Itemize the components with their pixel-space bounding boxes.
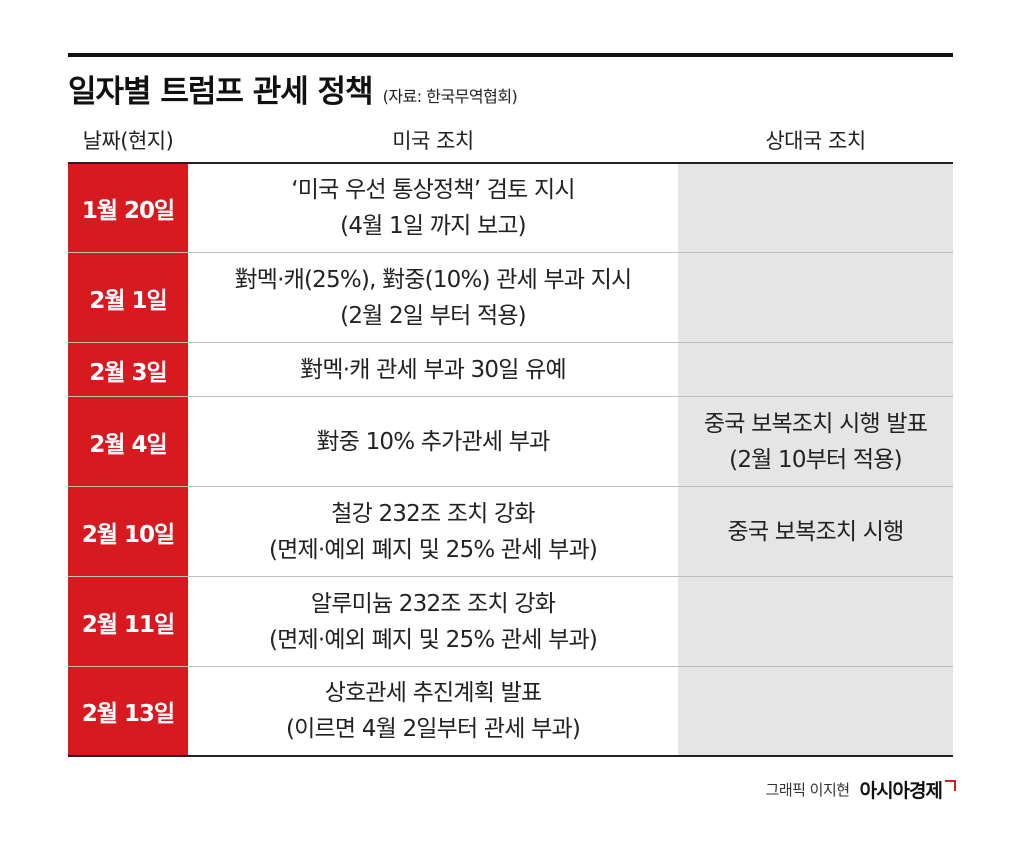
- counterpart-measure-cell: 중국 보복조치 시행 발표 (2월 10부터 적용): [678, 397, 953, 486]
- counterpart-measure-cell: [678, 164, 953, 252]
- date-cell: 1월 20일: [68, 164, 188, 252]
- column-header-counterpart: 상대국 조치: [765, 129, 866, 153]
- date-cell: 2월 13일: [68, 667, 188, 755]
- counterpart-measure-cell: 중국 보복조치 시행: [678, 487, 953, 576]
- us-measure-line: 철강 232조 조치 강화: [331, 500, 535, 527]
- date-cell: 2월 3일: [68, 343, 188, 396]
- graphic-credit: 그래픽 이지현: [765, 781, 851, 799]
- date-cell: 2월 11일: [68, 577, 188, 666]
- table-row: 1월 20일 ‘미국 우선 통상정책’ 검토 지시 (4월 1일 까지 보고): [68, 164, 953, 253]
- table-row: 2월 13일 상호관세 추진계획 발표 (이르면 4월 2일부터 관세 부과): [68, 667, 953, 757]
- us-measure-cell: 對멕·캐 관세 부과 30일 유예: [188, 343, 678, 396]
- us-measure-line: 알루미늄 232조 조치 강화: [310, 590, 556, 617]
- table-row: 2월 11일 알루미늄 232조 조치 강화 (면제·예외 폐지 및 25% 관…: [68, 577, 953, 667]
- us-measure-cell: ‘미국 우선 통상정책’ 검토 지시 (4월 1일 까지 보고): [188, 164, 678, 252]
- us-measure-cell: 對멕·캐(25%), 對중(10%) 관세 부과 지시 (2월 2일 부터 적용…: [188, 253, 678, 342]
- us-measure-cell: 철강 232조 조치 강화 (면제·예외 폐지 및 25% 관세 부과): [188, 487, 678, 576]
- us-measure-line: (이르면 4월 2일부터 관세 부과): [285, 716, 581, 742]
- us-measure-line: 對중 10% 추가관세 부과: [316, 428, 551, 455]
- us-measure-line: ‘미국 우선 통상정책’ 검토 지시: [291, 177, 575, 203]
- table-row: 2월 4일 對중 10% 추가관세 부과 중국 보복조치 시행 발표 (2월 1…: [68, 397, 953, 487]
- counterpart-measure-cell: [678, 577, 953, 666]
- counterpart-measure-line: (2월 10부터 적용): [729, 446, 902, 473]
- publisher-mark-icon: [945, 780, 956, 791]
- title-row: 일자별 트럼프 관세 정책 (자료: 한국무역협회): [68, 66, 518, 110]
- counterpart-measure-cell: [678, 253, 953, 342]
- top-rule: [68, 53, 953, 57]
- column-header-us: 미국 조치: [392, 129, 474, 153]
- counterpart-measure-line: 중국 보복조치 시행: [727, 518, 905, 545]
- table-row: 2월 3일 對멕·캐 관세 부과 30일 유예: [68, 343, 953, 397]
- us-measure-line: (4월 1일 까지 보고): [340, 213, 527, 239]
- counterpart-measure-cell: [678, 667, 953, 755]
- publisher-logo: 아시아경제: [859, 780, 943, 802]
- table-row: 2월 10일 철강 232조 조치 강화 (면제·예외 폐지 및 25% 관세 …: [68, 487, 953, 577]
- policy-table: 1월 20일 ‘미국 우선 통상정책’ 검토 지시 (4월 1일 까지 보고) …: [68, 164, 953, 757]
- us-measure-cell: 對중 10% 추가관세 부과: [188, 397, 678, 486]
- date-cell: 2월 4일: [68, 397, 188, 486]
- column-header-date: 날짜(현지): [82, 129, 174, 153]
- footer: 그래픽 이지현 아시아경제: [766, 776, 956, 803]
- us-measure-line: (2월 2일 부터 적용): [340, 302, 527, 329]
- us-measure-cell: 상호관세 추진계획 발표 (이르면 4월 2일부터 관세 부과): [188, 667, 678, 755]
- source-note: (자료: 한국무역협회): [382, 87, 518, 106]
- table-header: 날짜(현지) 미국 조치 상대국 조치: [68, 120, 953, 164]
- us-measure-line: 對멕·캐 관세 부과 30일 유예: [300, 356, 566, 383]
- page-title: 일자별 트럼프 관세 정책: [68, 74, 374, 110]
- us-measure-cell: 알루미늄 232조 조치 강화 (면제·예외 폐지 및 25% 관세 부과): [188, 577, 678, 666]
- table-row: 2월 1일 對멕·캐(25%), 對중(10%) 관세 부과 지시 (2월 2일…: [68, 253, 953, 343]
- us-measure-line: (면제·예외 폐지 및 25% 관세 부과): [268, 536, 598, 563]
- counterpart-measure-cell: [678, 343, 953, 396]
- date-cell: 2월 10일: [68, 487, 188, 576]
- counterpart-measure-line: 중국 보복조치 시행 발표: [703, 410, 928, 437]
- us-measure-line: 상호관세 추진계획 발표: [324, 680, 542, 706]
- us-measure-line: (면제·예외 폐지 및 25% 관세 부과): [268, 626, 598, 653]
- date-cell: 2월 1일: [68, 253, 188, 342]
- us-measure-line: 對멕·캐(25%), 對중(10%) 관세 부과 지시: [234, 266, 633, 293]
